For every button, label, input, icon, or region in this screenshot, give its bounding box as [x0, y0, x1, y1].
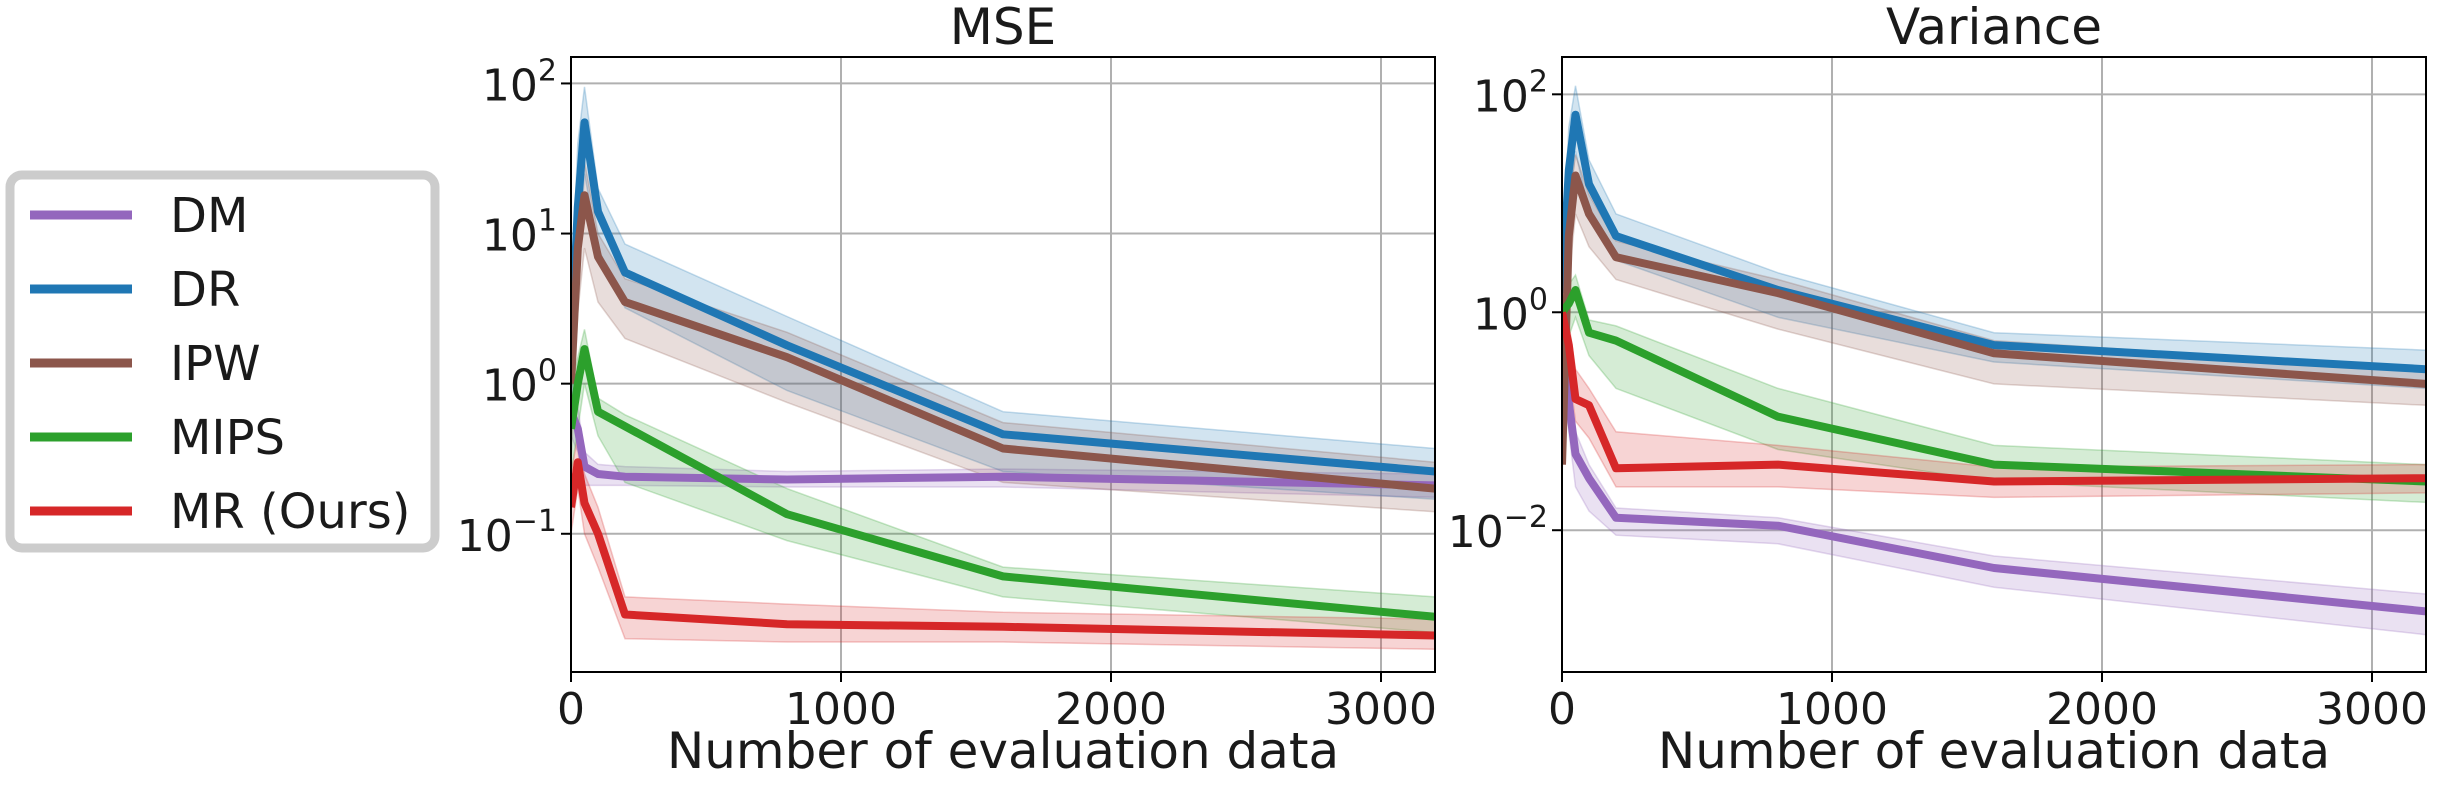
mse-line-dr	[571, 118, 1435, 476]
legend-label-dm: DM	[170, 188, 248, 244]
variance-band-dr	[1562, 85, 2426, 390]
tick-base: 10	[482, 211, 538, 262]
tick-exponent: 1	[538, 204, 557, 239]
legend-frame	[5, 170, 440, 553]
mse-bands	[571, 86, 1435, 651]
tick-exponent: −1	[513, 504, 557, 539]
variance-x-tick-label: 3000	[2316, 684, 2428, 735]
tick-base: 10	[457, 511, 513, 562]
tick-base: 10	[1448, 507, 1504, 558]
variance-axes-frame	[1561, 56, 2427, 673]
variance-x-tick-label: 2000	[2046, 684, 2158, 735]
variance-band-mips	[1562, 273, 2426, 504]
variance-line-dm	[1562, 322, 2426, 616]
tick-exponent: 0	[1529, 282, 1548, 317]
mse-line-ipw	[571, 191, 1435, 493]
tick-base: 10	[482, 60, 538, 111]
mse-grid	[570, 57, 1435, 672]
variance-x-tick-label: 0	[1548, 684, 1576, 735]
variance-y-tick-label: 10−2	[1448, 500, 1548, 558]
mse-line-dm	[571, 410, 1435, 490]
mse-x-tick-label: 0	[557, 684, 585, 735]
legend: DM DR IPW MIPS MR (Ours)	[5, 170, 440, 553]
legend-label-ipw: IPW	[170, 336, 261, 392]
tick-exponent: −2	[1504, 500, 1548, 535]
mse-y-tick-label: 10−1	[457, 504, 557, 562]
legend-label-mips: MIPS	[170, 410, 285, 466]
mse-band-mr-ours	[571, 435, 1435, 651]
variance-line-ipw	[1562, 171, 2426, 465]
mse-lines	[571, 118, 1435, 640]
tick-base: 10	[482, 361, 538, 412]
legend-label-dr: DR	[170, 262, 240, 318]
variance-band-mr-ours	[1562, 299, 2426, 499]
mse-x-tick-label: 2000	[1055, 684, 1167, 735]
mse-x-axis-label: Number of evaluation data	[667, 722, 1339, 780]
variance-x-tick-label: 1000	[1776, 684, 1888, 735]
variance-lines	[1562, 110, 2426, 616]
mse-y-tick-label: 102	[482, 53, 557, 111]
tick-exponent: 2	[1529, 64, 1548, 99]
mse-title: MSE	[950, 0, 1056, 56]
mse-axes-frame	[570, 56, 1436, 673]
tick-base: 10	[1473, 71, 1529, 122]
tick-exponent: 2	[538, 53, 557, 88]
mse-x-tick-label: 3000	[1325, 684, 1437, 735]
variance-x-axis-label: Number of evaluation data	[1658, 722, 2330, 780]
variance-band-ipw	[1562, 154, 2426, 479]
variance-line-mr-ours	[1562, 311, 2426, 486]
variance-y-tick-label: 100	[1473, 282, 1548, 340]
mse-line-mips	[571, 345, 1435, 621]
mse-y-tick-label: 101	[482, 204, 557, 262]
mse-line-mr-ours	[571, 458, 1435, 640]
legend-label-mr-ours: MR (Ours)	[170, 484, 410, 540]
variance-title: Variance	[1886, 0, 2102, 56]
tick-exponent: 0	[538, 354, 557, 389]
tick-base: 10	[1473, 289, 1529, 340]
variance-line-mips	[1562, 286, 2426, 486]
variance-y-tick-label: 102	[1473, 64, 1548, 122]
mse-x-tick-label: 1000	[785, 684, 897, 735]
mse-y-tick-label: 100	[482, 354, 557, 412]
variance-line-dr	[1562, 110, 2426, 374]
